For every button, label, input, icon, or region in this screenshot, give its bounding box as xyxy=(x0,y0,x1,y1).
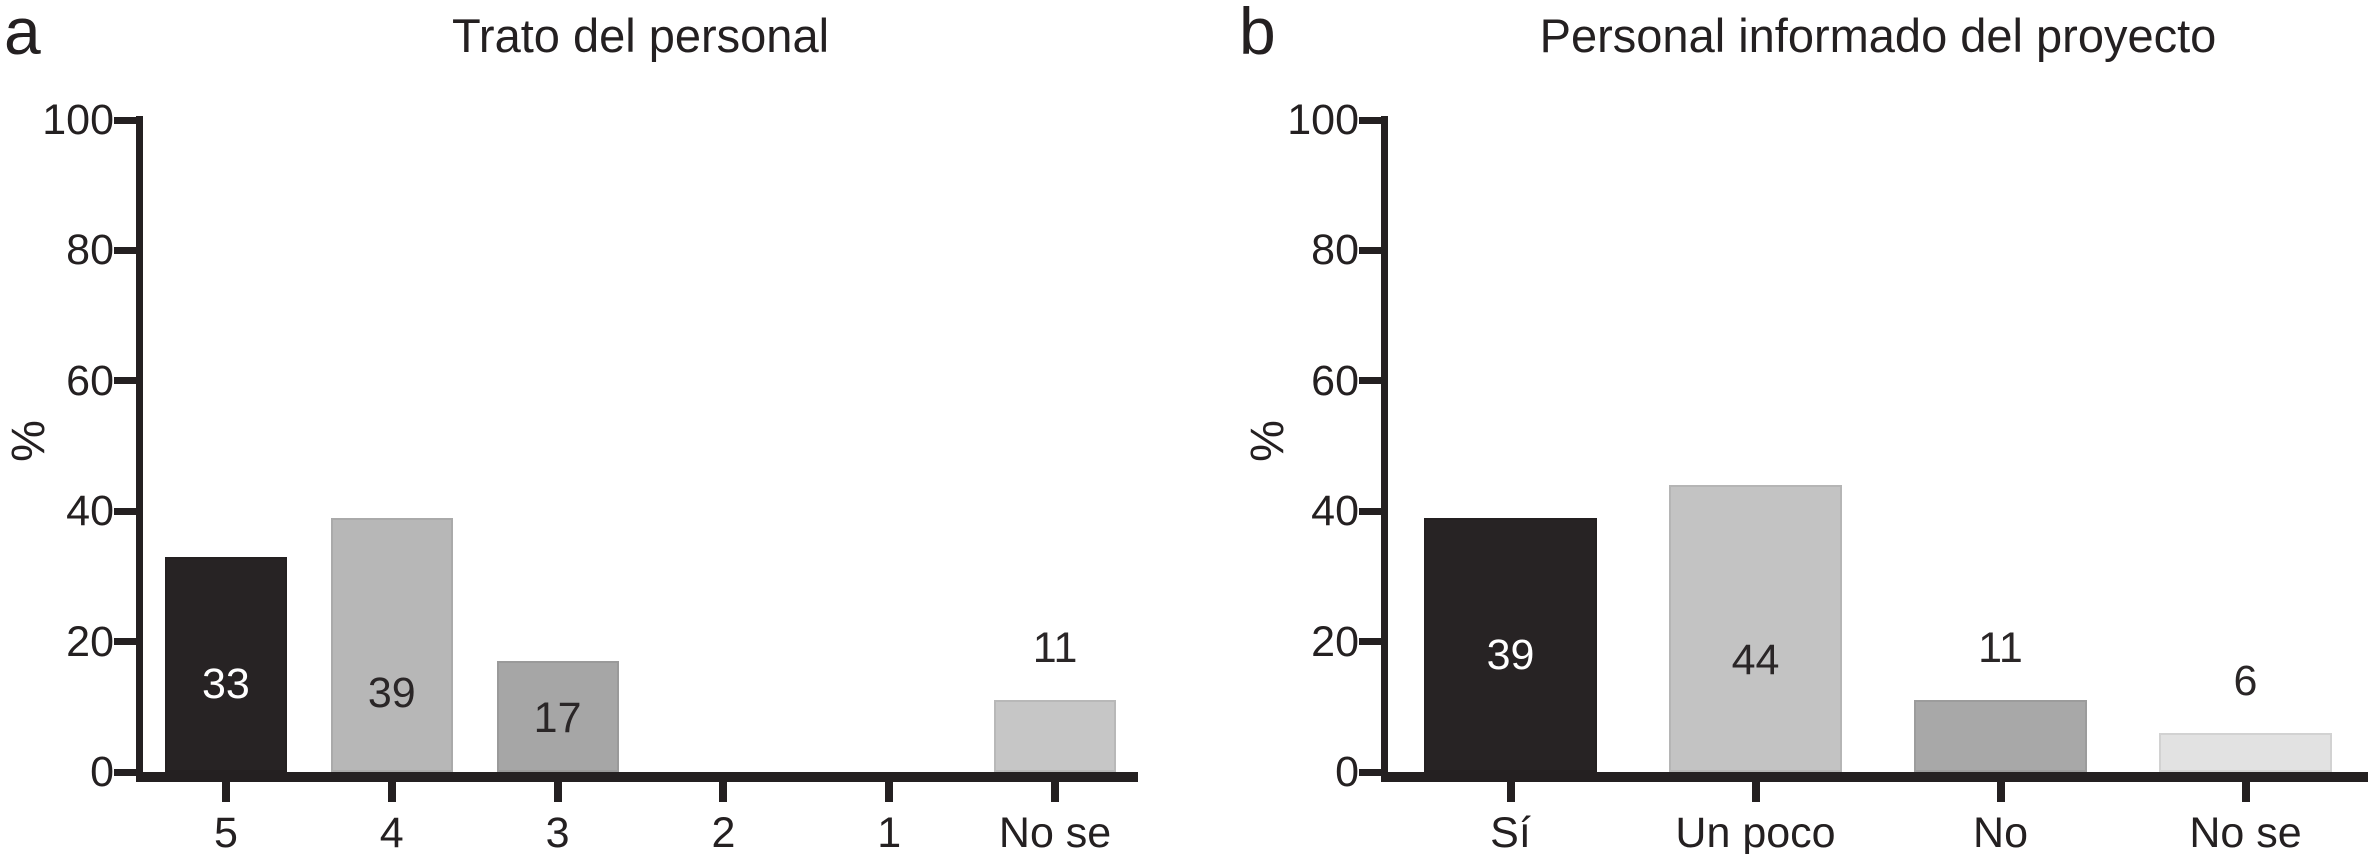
category-label: Sí xyxy=(1490,809,1531,854)
y-axis-tick xyxy=(114,638,136,646)
y-tick-label: 40 xyxy=(1311,487,1359,536)
panel-a: a Trato del personal % 100 80 60 40 20 0 5 33 4 3… xyxy=(1,0,1138,854)
x-axis-tick xyxy=(1996,782,2005,802)
category-label: 3 xyxy=(545,809,570,854)
y-tick-label: 60 xyxy=(1311,356,1359,405)
x-axis-tick xyxy=(387,782,396,802)
chart-title-b: Personal informado del proyecto xyxy=(1539,9,2217,62)
bar-value-label: 11 xyxy=(1032,624,1078,673)
category-label: No xyxy=(1973,809,2028,854)
y-axis-line xyxy=(136,116,143,782)
bar-un-poco xyxy=(1669,485,1842,772)
y-tick-label: 20 xyxy=(66,617,114,666)
panel-b: b Personal informado del proyecto % 100 8… xyxy=(1185,0,2370,854)
chart-title-a: Trato del personal xyxy=(451,9,830,62)
bar-no xyxy=(1914,700,2087,772)
y-axis-tick xyxy=(114,246,136,254)
bar-4 xyxy=(330,517,453,772)
x-axis-tick xyxy=(2241,782,2250,802)
category-label: 5 xyxy=(213,809,238,854)
category-label: Un poco xyxy=(1675,809,1836,854)
panel-letter-a: a xyxy=(4,0,41,68)
category-label: No se xyxy=(2189,809,2302,854)
category-label: 1 xyxy=(877,809,902,854)
y-axis-tick xyxy=(1359,116,1381,124)
y-axis-tick xyxy=(114,507,136,515)
bar-3 xyxy=(496,661,619,772)
y-axis-tick xyxy=(1359,507,1381,515)
x-axis-tick xyxy=(553,782,562,802)
bar-no-se xyxy=(994,700,1117,772)
bar-value-label: 33 xyxy=(201,659,250,708)
y-tick-label: 40 xyxy=(66,487,114,536)
y-axis-tick xyxy=(114,116,136,124)
y-tick-label: 20 xyxy=(1311,617,1359,666)
x-axis-tick xyxy=(1751,782,1760,802)
category-label: 4 xyxy=(379,809,404,854)
y-axis-tick xyxy=(1359,377,1381,385)
x-axis-tick xyxy=(1051,782,1060,802)
x-axis-tick xyxy=(1506,782,1515,802)
bar-sí xyxy=(1424,517,1597,772)
y-tick-label: 0 xyxy=(1335,748,1359,796)
bar-value-label: 39 xyxy=(367,669,416,718)
x-axis-tick xyxy=(885,782,894,802)
bar-value-label: 44 xyxy=(1731,636,1780,685)
y-tick-label: 80 xyxy=(1311,226,1359,275)
x-axis-line xyxy=(1381,772,2368,782)
y-tick-label: 80 xyxy=(66,226,114,275)
bar-5 xyxy=(164,556,287,772)
y-axis-tick xyxy=(114,768,136,776)
bar-value-label: 39 xyxy=(1486,631,1535,680)
y-axis-tick xyxy=(1359,638,1381,646)
category-label: 2 xyxy=(711,809,736,854)
x-axis-tick xyxy=(221,782,230,802)
bar-value-label: 11 xyxy=(1978,624,2023,673)
y-tick-label: 100 xyxy=(42,96,114,144)
y-tick-label: 100 xyxy=(1287,96,1359,144)
bar-value-label: 17 xyxy=(533,693,582,742)
x-axis-line xyxy=(136,772,1138,782)
chart-canvas-b: 100 80 60 40 20 0 Sí 39 Un poco 44 No 11 No se 6 xyxy=(1185,0,2370,854)
category-label: No se xyxy=(998,809,1112,854)
bar-no-se xyxy=(2159,732,2332,772)
y-tick-label: 60 xyxy=(66,356,114,405)
y-axis-tick xyxy=(114,377,136,385)
x-axis-tick xyxy=(719,782,728,802)
chart-canvas-a: 100 80 60 40 20 0 5 33 4 39 3 17 2 1 No se 11 xyxy=(42,96,1138,854)
panel-letter-b: b xyxy=(1239,0,1276,68)
y-tick-label: 0 xyxy=(90,748,114,796)
bar-value-label: 6 xyxy=(2233,656,2258,705)
y-axis-tick xyxy=(1359,768,1381,776)
y-axis-tick xyxy=(1359,246,1381,254)
y-axis-line xyxy=(1381,116,1388,782)
